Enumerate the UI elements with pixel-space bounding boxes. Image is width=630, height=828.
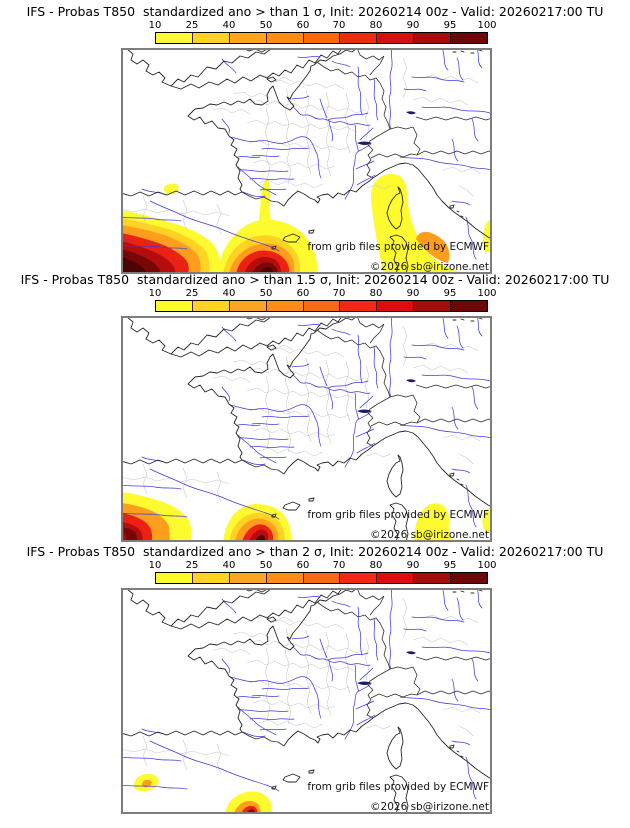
weather-map: from grib files provided by ECMWF ©2026 …	[121, 588, 492, 814]
colorbar-ticks: 10 25 40 50 60 70 80 90 95 100	[0, 288, 630, 299]
colorbar-segment	[228, 301, 266, 311]
panel-2-title: IFS - Probas T850 standardized ano > tha…	[20, 272, 610, 287]
map-panel-2: from grib files provided by ECMWF ©2026 …	[121, 316, 492, 542]
tick-label: 60	[296, 560, 310, 571]
panel-1-title: IFS - Probas T850 standardized ano > tha…	[26, 4, 604, 19]
panel-2: IFS - Probas T850 standardized ano > tha…	[0, 272, 630, 542]
credit-copyright-text: ©2026 sb@irizone.net	[370, 801, 489, 813]
colorbar	[155, 32, 488, 44]
colorbar-ticks: 10 25 40 50 60 70 80 90 95 100	[0, 20, 630, 31]
colorbar-segment	[413, 573, 451, 583]
colorbar-segment	[413, 301, 451, 311]
colorbar-segment	[450, 573, 488, 583]
colorbar-segment	[339, 301, 377, 311]
colorbar-segment	[376, 301, 414, 311]
colorbar-segment	[265, 301, 303, 311]
tick-label: 25	[185, 20, 199, 31]
colorbar-ticks: 10 25 40 50 60 70 80 90 95 100	[0, 560, 630, 571]
tick-label: 95	[443, 288, 457, 299]
colorbar-segment	[228, 33, 266, 43]
colorbar-segment	[156, 301, 192, 311]
colorbar-segment	[191, 573, 229, 583]
tick-label: 95	[443, 20, 457, 31]
weather-map: from grib files provided by ECMWF ©2026 …	[121, 316, 492, 542]
tick-label: 40	[222, 288, 236, 299]
colorbar-segment	[265, 573, 303, 583]
credit-source-text: from grib files provided by ECMWF	[307, 509, 489, 521]
tick-label: 80	[369, 20, 383, 31]
colorbar-segment	[376, 33, 414, 43]
tick-label: 25	[185, 288, 199, 299]
colorbar-segment	[302, 573, 340, 583]
tick-label: 70	[332, 288, 346, 299]
colorbar-segment	[302, 301, 340, 311]
panel-3-title: IFS - Probas T850 standardized ano > tha…	[26, 544, 604, 559]
map-panel-1: from grib files provided by ECMWF ©2026 …	[121, 48, 492, 274]
tick-label: 90	[406, 560, 420, 571]
tick-label: 90	[406, 288, 420, 299]
colorbar	[155, 300, 488, 312]
tick-label: 50	[259, 288, 273, 299]
tick-label: 100	[477, 560, 497, 571]
tick-label: 60	[296, 288, 310, 299]
colorbar-segment	[156, 33, 192, 43]
colorbar-segment	[450, 301, 488, 311]
colorbar-segment	[376, 573, 414, 583]
tick-label: 40	[222, 560, 236, 571]
colorbar-segment	[339, 573, 377, 583]
tick-label: 70	[332, 20, 346, 31]
panel-3: IFS - Probas T850 standardized ano > tha…	[0, 544, 630, 814]
map-frame	[121, 48, 492, 274]
colorbar-segment	[156, 573, 192, 583]
tick-label: 10	[148, 20, 162, 31]
tick-label: 90	[406, 20, 420, 31]
tick-label: 50	[259, 560, 273, 571]
panel-1: IFS - Probas T850 standardized ano > tha…	[0, 4, 630, 274]
tick-label: 10	[148, 560, 162, 571]
tick-label: 80	[369, 560, 383, 571]
credit-copyright-text: ©2026 sb@irizone.net	[370, 261, 489, 273]
colorbar-segment	[191, 301, 229, 311]
tick-label: 25	[185, 560, 199, 571]
tick-label: 50	[259, 20, 273, 31]
colorbar-segment	[228, 573, 266, 583]
credit-source-text: from grib files provided by ECMWF	[307, 781, 489, 793]
tick-label: 80	[369, 288, 383, 299]
tick-label: 60	[296, 20, 310, 31]
colorbar-segment	[450, 33, 488, 43]
tick-label: 95	[443, 560, 457, 571]
tick-label: 40	[222, 20, 236, 31]
map-frame	[121, 316, 492, 542]
colorbar-segment	[191, 33, 229, 43]
map-panel-3: from grib files provided by ECMWF ©2026 …	[121, 588, 492, 814]
colorbar-segment	[413, 33, 451, 43]
colorbar-segment	[265, 33, 303, 43]
map-frame	[121, 588, 492, 814]
colorbar-segment	[339, 33, 377, 43]
tick-label: 100	[477, 288, 497, 299]
tick-label: 100	[477, 20, 497, 31]
colorbar	[155, 572, 488, 584]
credit-source-text: from grib files provided by ECMWF	[307, 241, 489, 253]
colorbar-segment	[302, 33, 340, 43]
tick-label: 70	[332, 560, 346, 571]
tick-label: 10	[148, 288, 162, 299]
credit-copyright-text: ©2026 sb@irizone.net	[370, 529, 489, 541]
weather-map: from grib files provided by ECMWF ©2026 …	[121, 48, 492, 274]
